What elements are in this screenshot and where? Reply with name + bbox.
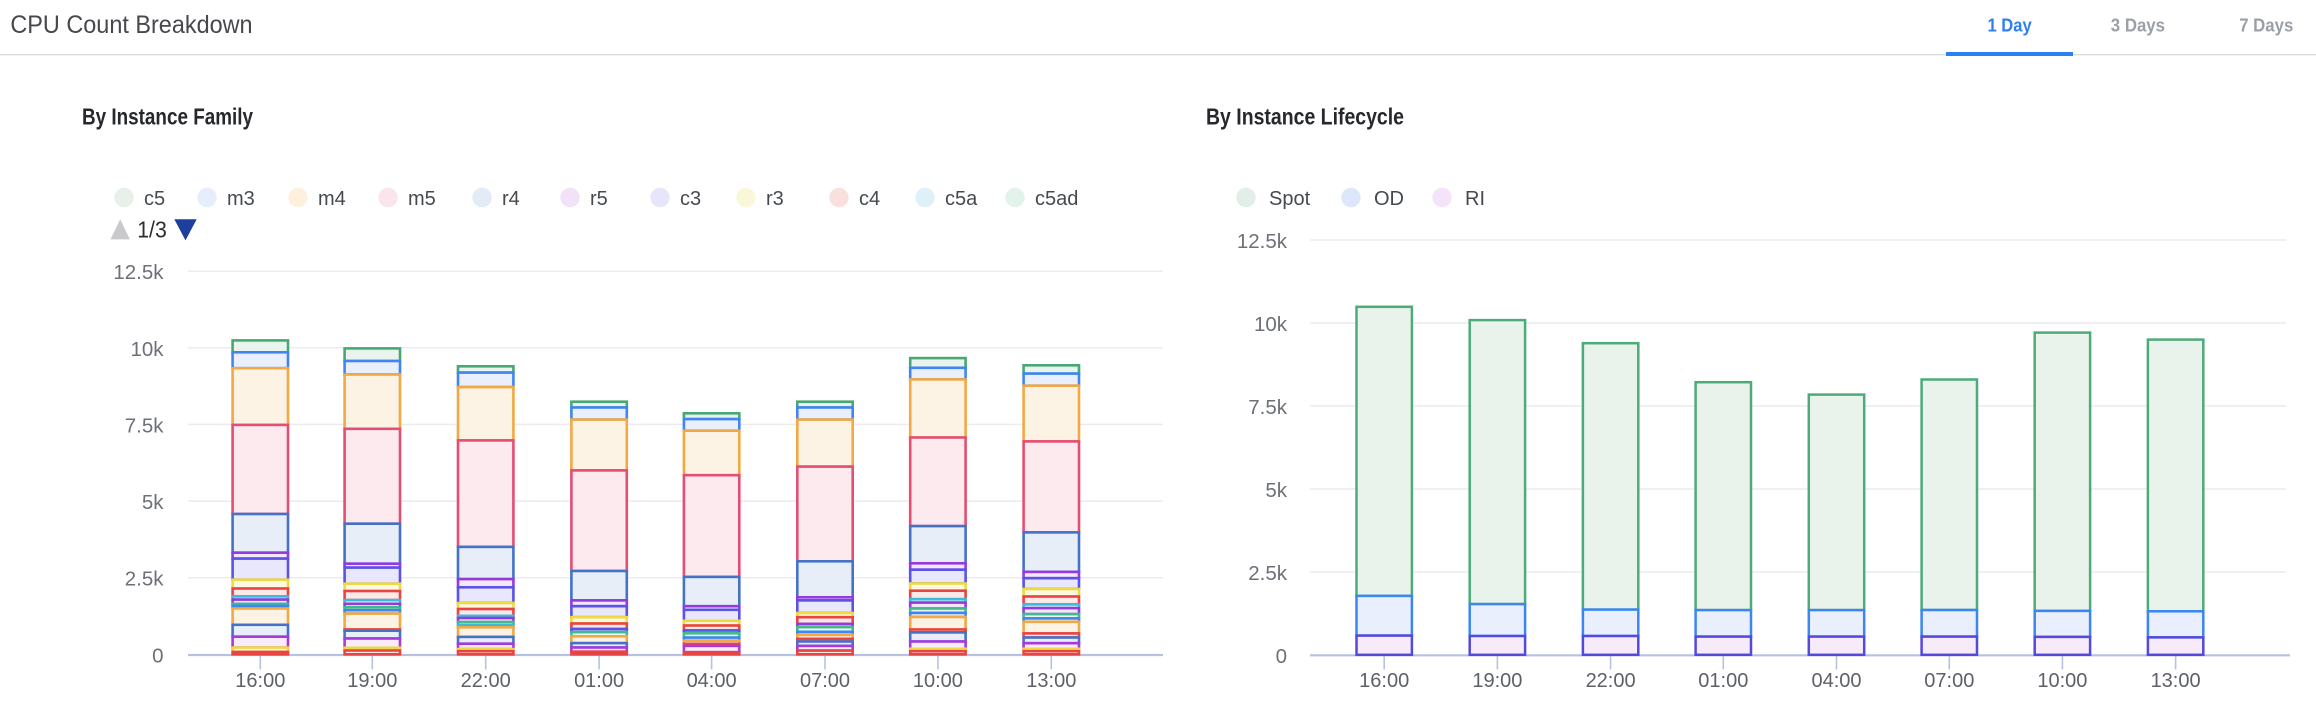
svg-text:16:00: 16:00 [235,670,285,692]
svg-text:CPU Count Breakdown: CPU Count Breakdown [10,11,252,39]
svg-text:OD: OD [1374,188,1404,210]
svg-text:01:00: 01:00 [1698,670,1748,692]
svg-text:5k: 5k [1265,479,1287,502]
svg-text:7 Days: 7 Days [2239,15,2293,36]
svg-text:r5: r5 [590,188,608,210]
svg-text:10k: 10k [1254,313,1288,336]
svg-text:c5: c5 [144,188,165,210]
svg-text:22:00: 22:00 [461,670,511,692]
svg-text:c5ad: c5ad [1035,188,1078,210]
svg-text:04:00: 04:00 [687,670,737,692]
svg-text:10:00: 10:00 [2037,670,2087,692]
svg-text:07:00: 07:00 [800,670,850,692]
svg-text:r3: r3 [766,188,784,210]
svg-text:07:00: 07:00 [1924,670,1974,692]
svg-text:7.5k: 7.5k [125,414,164,437]
svg-text:12.5k: 12.5k [1237,230,1288,253]
svg-text:22:00: 22:00 [1586,670,1636,692]
svg-text:Spot: Spot [1269,188,1311,210]
svg-text:7.5k: 7.5k [1248,396,1287,419]
svg-text:1 Day: 1 Day [1988,15,2033,36]
svg-text:10k: 10k [130,338,164,361]
svg-text:3 Days: 3 Days [2111,15,2165,36]
svg-text:01:00: 01:00 [574,670,624,692]
svg-text:2.5k: 2.5k [125,568,164,591]
svg-text:13:00: 13:00 [1026,670,1076,692]
svg-text:m3: m3 [227,188,255,210]
svg-text:c4: c4 [859,188,880,210]
svg-text:c3: c3 [680,188,701,210]
svg-text:r4: r4 [502,188,520,210]
svg-text:2.5k: 2.5k [1248,562,1287,585]
svg-text:0: 0 [152,644,163,667]
svg-text:12.5k: 12.5k [113,261,164,284]
svg-text:m4: m4 [318,188,346,210]
svg-text:10:00: 10:00 [913,670,963,692]
svg-text:19:00: 19:00 [1472,670,1522,692]
svg-text:RI: RI [1465,188,1485,210]
svg-text:19:00: 19:00 [347,670,397,692]
svg-text:1/3: 1/3 [137,217,167,243]
svg-text:16:00: 16:00 [1359,670,1409,692]
svg-text:5k: 5k [142,491,164,514]
svg-text:0: 0 [1276,645,1287,668]
svg-text:13:00: 13:00 [2151,670,2201,692]
svg-text:By Instance Family: By Instance Family [82,103,253,129]
svg-text:By Instance Lifecycle: By Instance Lifecycle [1206,103,1404,129]
svg-text:04:00: 04:00 [1811,670,1861,692]
svg-text:c5a: c5a [945,188,978,210]
svg-text:m5: m5 [408,188,436,210]
